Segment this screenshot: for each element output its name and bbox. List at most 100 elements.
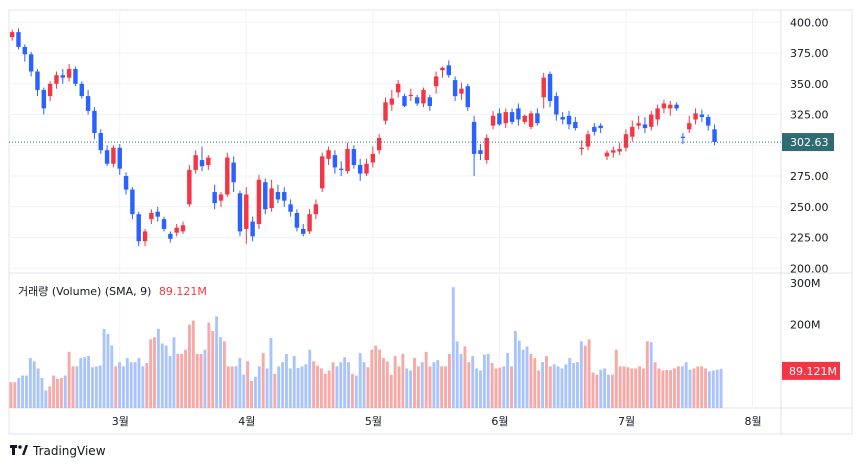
volume-bar	[207, 322, 211, 408]
volume-bar	[642, 368, 645, 408]
volume-bar	[370, 349, 374, 408]
volume-bar	[424, 351, 428, 408]
volume-bar	[475, 368, 479, 408]
volume-bar	[168, 355, 172, 408]
candle-body	[47, 83, 53, 97]
volume-bar	[610, 374, 614, 408]
volume-bar	[498, 367, 502, 408]
candle-body	[282, 192, 287, 201]
volume-bar	[711, 370, 715, 408]
volume-bar	[440, 366, 444, 408]
volume-bar	[230, 366, 234, 408]
volume-bar	[265, 368, 269, 408]
volume-bar	[246, 361, 250, 408]
volume-bar	[234, 366, 238, 408]
volume-bar	[607, 374, 610, 408]
candle-body	[187, 169, 192, 205]
volume-bar	[649, 342, 653, 408]
volume-bar	[479, 370, 482, 408]
candle-body	[497, 113, 502, 125]
volume-bar	[164, 345, 168, 408]
volume-bar	[591, 372, 595, 408]
price-tick-label: 400.00	[790, 16, 829, 29]
candle-body	[332, 155, 338, 168]
candle-body	[522, 115, 527, 122]
volume-bar	[281, 362, 285, 408]
volume-bar	[184, 349, 187, 408]
volume-bar	[323, 373, 327, 408]
time-tick-label: 7월	[618, 415, 635, 428]
candle-body	[66, 69, 72, 78]
volume-bar	[90, 367, 94, 408]
volume-bar	[502, 366, 506, 408]
candle-body	[237, 193, 243, 232]
candle-body	[199, 160, 205, 167]
volume-bar	[219, 337, 222, 408]
volume-bar	[374, 345, 378, 408]
volume-bar	[676, 366, 680, 408]
volume-bar	[688, 369, 692, 408]
candle-body	[674, 104, 679, 109]
tradingview-brand[interactable]: TradingView	[10, 444, 106, 458]
volume-bar	[125, 358, 129, 408]
candle-body	[22, 46, 28, 55]
volume-bar	[9, 382, 13, 408]
time-tick-label: 5월	[365, 415, 382, 428]
volume-bar	[87, 355, 90, 408]
candle-body	[41, 89, 47, 109]
volume-bar	[416, 366, 420, 408]
volume-bar	[36, 368, 40, 408]
candle-body	[446, 65, 452, 76]
volume-bar	[692, 368, 696, 408]
volume-bar	[700, 366, 704, 408]
candle-body	[79, 83, 84, 97]
candle-body	[338, 168, 344, 170]
volume-bar	[28, 358, 32, 408]
volume-bar	[362, 362, 366, 408]
volume-bar	[358, 353, 362, 408]
volume-bar	[366, 367, 370, 408]
last-price-badge	[782, 133, 834, 152]
volume-bar	[587, 339, 591, 408]
volume-bar	[273, 373, 277, 408]
volume-bar	[141, 366, 145, 408]
candle-body	[376, 137, 382, 151]
candle-body	[174, 227, 179, 233]
volume-bar	[451, 287, 455, 408]
candle-body	[421, 89, 426, 104]
volume-bar	[114, 366, 118, 408]
volume-bar	[447, 353, 451, 408]
volume-bar	[40, 378, 44, 408]
volume-bar	[339, 362, 343, 408]
volume-bar	[215, 316, 219, 408]
volume-bar	[17, 378, 21, 408]
volume-bar	[331, 362, 335, 408]
candle-body	[123, 176, 129, 190]
candle-body	[484, 137, 489, 161]
volume-bar	[21, 375, 25, 408]
candle-body	[516, 108, 521, 120]
volume-bar	[653, 362, 657, 408]
candle-body	[452, 80, 458, 97]
candle-body	[389, 98, 395, 105]
volume-tick-label: 300M	[790, 277, 821, 290]
volume-tick-label: 200M	[790, 319, 821, 332]
volume-bar	[719, 368, 723, 408]
candle-body	[370, 153, 376, 163]
volume-bar	[560, 368, 564, 408]
time-tick-label: 4월	[238, 415, 255, 428]
volume-bar	[459, 353, 463, 408]
candle-body	[433, 76, 439, 87]
volume-bar	[645, 341, 649, 408]
volume-bar	[288, 368, 292, 408]
volume-bar	[420, 362, 424, 408]
candle-body	[459, 88, 464, 94]
candle-body	[509, 112, 515, 122]
volume-bar	[599, 369, 603, 408]
time-tick-label: 6월	[491, 415, 508, 428]
candle-body	[180, 225, 186, 232]
volume-bar	[312, 361, 316, 408]
volume-bar	[48, 386, 52, 408]
volume-bar	[517, 340, 521, 408]
